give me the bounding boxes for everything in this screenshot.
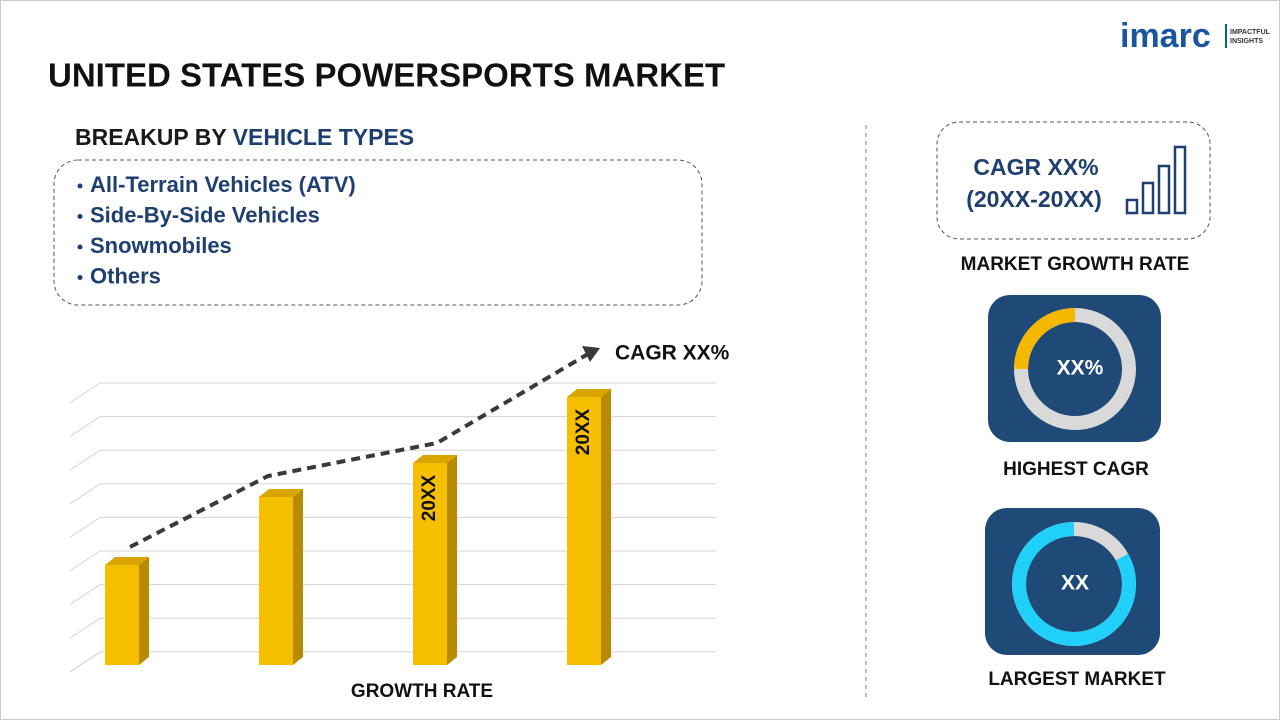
trend-arrow: [129, 352, 590, 549]
largest-caption: LARGEST MARKET: [988, 669, 1166, 690]
logo-tagline: INSIGHTS: [1230, 38, 1263, 45]
cagr-box: [936, 121, 1211, 240]
axis-line: [69, 651, 101, 673]
icon-bar: [1157, 164, 1171, 215]
bar-side: [601, 389, 611, 665]
chart-cagr: CAGR XX%: [615, 342, 730, 365]
breakup-box: [53, 159, 703, 306]
grid-line: [69, 449, 101, 471]
grid-line: [69, 550, 101, 572]
bar-top: [105, 557, 149, 565]
donut-arc: [1014, 308, 1076, 370]
grid-line: [69, 617, 101, 639]
bar-side: [293, 489, 303, 665]
bar-top: [413, 455, 457, 463]
page-title: UNITED STATES POWERSPORTS MARKET: [48, 57, 725, 94]
breakup-item: Side-By-Side Vehicles: [90, 202, 320, 227]
largest-value: XX: [1061, 572, 1089, 595]
bar: [413, 463, 447, 665]
breakup-item: Snowmobiles: [90, 233, 232, 258]
bullet: [77, 183, 83, 189]
grid-line: [69, 382, 101, 404]
icon-bar: [1125, 198, 1139, 215]
breakup-list: All-Terrain Vehicles (ATV) Side-By-Side V…: [77, 172, 356, 288]
breakup-label: BREAKUP BY: [75, 124, 226, 150]
bar: [259, 497, 293, 665]
bullet: [77, 214, 83, 219]
breakup-item: All-Terrain Vehicles (ATV): [90, 172, 356, 197]
icon-bar: [1141, 181, 1155, 215]
grid-line: [69, 416, 101, 438]
icon-bar: [1173, 145, 1187, 215]
signal-icon: [1125, 145, 1187, 215]
highest-value: XX%: [1057, 357, 1104, 380]
donut-arc: [1012, 522, 1137, 646]
breakup-heading: BREAKUP BY VEHICLE TYPES: [75, 124, 414, 150]
bar-top: [567, 389, 611, 397]
grid: [69, 382, 716, 673]
bars: 20XX 20XX: [105, 389, 611, 665]
breakup-highlight: VEHICLE TYPES: [233, 124, 414, 150]
logo-tagline: IMPACTFUL: [1230, 29, 1271, 36]
bar-side: [447, 455, 457, 665]
grid-line: [69, 483, 101, 505]
axis-label: GROWTH RATE: [351, 681, 493, 702]
cagr-period: (20XX-20XX): [966, 186, 1102, 212]
grid-line: [69, 516, 101, 538]
cagr-line: CAGR XX%: [973, 154, 1098, 180]
highest-caption: HIGHEST CAGR: [1003, 459, 1149, 480]
cagr-caption: MARKET GROWTH RATE: [961, 254, 1190, 275]
breakup-item: Others: [90, 263, 161, 288]
logo-brand: imarc: [1120, 17, 1211, 55]
bar-label: 20XX: [419, 474, 440, 521]
bar: [105, 565, 139, 665]
bar-label: 20XX: [573, 408, 594, 455]
bar-top: [259, 489, 303, 497]
arrow-head: [582, 346, 600, 362]
bar: [567, 397, 601, 665]
bullet: [77, 275, 83, 280]
bar-side: [139, 557, 149, 665]
grid-line: [69, 584, 101, 606]
bullet: [77, 244, 83, 250]
